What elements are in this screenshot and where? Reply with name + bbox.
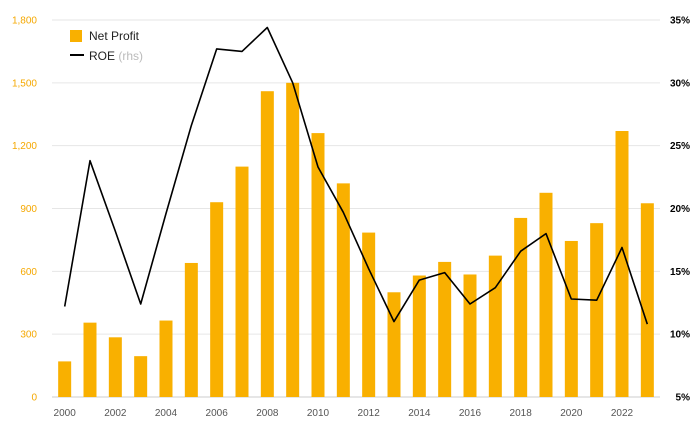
bar-net-profit [590,223,604,397]
x-tick-label: 2022 [611,408,634,419]
net-profit-bars [58,82,654,397]
left-tick-label: 900 [20,204,37,215]
left-tick-label: 1,200 [12,141,37,152]
bar-net-profit [159,320,173,397]
right-tick-label: 25% [670,141,690,152]
bar-net-profit [564,240,578,397]
right-tick-label: 35% [670,16,690,27]
bar-net-profit [58,361,72,397]
legend-label-net-profit: Net Profit [89,29,140,43]
legend-swatch-net-profit [70,30,82,42]
bar-net-profit [463,274,477,397]
bar-net-profit [412,275,426,397]
bar-net-profit [311,133,325,397]
x-tick-label: 2014 [408,408,431,419]
right-tick-label: 20% [670,204,690,215]
legend-label-roe: ROE [89,49,115,63]
x-tick-label: 2010 [307,408,330,419]
svg-text:ROE (rhs): ROE (rhs) [89,49,143,63]
bar-net-profit [184,262,198,397]
x-tick-label: 2002 [104,408,127,419]
x-tick-label: 2006 [206,408,229,419]
grid-lines [52,19,660,398]
bar-net-profit [336,183,350,397]
bar-net-profit [286,82,300,397]
left-tick-label: 1,500 [12,78,37,89]
bar-net-profit [108,337,122,397]
left-tick-label: 300 [20,330,37,341]
left-tick-label: 600 [20,267,37,278]
bar-net-profit [83,322,97,397]
x-tick-label: 2020 [560,408,583,419]
bar-net-profit [210,202,224,397]
bar-net-profit [514,217,528,397]
bar-net-profit [539,192,553,397]
left-tick-label: 0 [31,393,37,404]
roe-line [63,26,649,325]
bar-net-profit [235,166,249,397]
x-tick-label: 2008 [256,408,279,419]
bar-net-profit [134,356,148,397]
left-tick-label: 1,800 [12,16,37,27]
right-tick-label: 30% [670,78,690,89]
bar-net-profit [387,292,401,397]
right-tick-label: 10% [670,330,690,341]
right-tick-label: 15% [670,267,690,278]
x-tick-label: 2018 [510,408,533,419]
bar-net-profit [615,131,629,397]
legend: Net Profit ROE (rhs) [70,29,143,63]
bar-net-profit [488,255,502,397]
bar-net-profit [260,91,274,397]
roe-line-path [63,26,649,325]
x-tick-label: 2000 [54,408,77,419]
right-axis: 5% 10% 15% 20% 25% 30% 35% [670,16,690,404]
bar-net-profit [640,203,654,397]
right-tick-label: 5% [676,393,691,404]
legend-rhs-note: (rhs) [118,49,143,63]
x-tick-label: 2016 [459,408,482,419]
left-axis: 0 300 600 900 1,200 1,500 1,800 [12,16,37,404]
bar-net-profit [438,261,452,397]
x-axis: 2000 2002 2004 2006 2008 2010 2012 2014 2016 2018… [54,408,634,419]
x-tick-label: 2012 [358,408,381,419]
x-tick-label: 2004 [155,408,178,419]
